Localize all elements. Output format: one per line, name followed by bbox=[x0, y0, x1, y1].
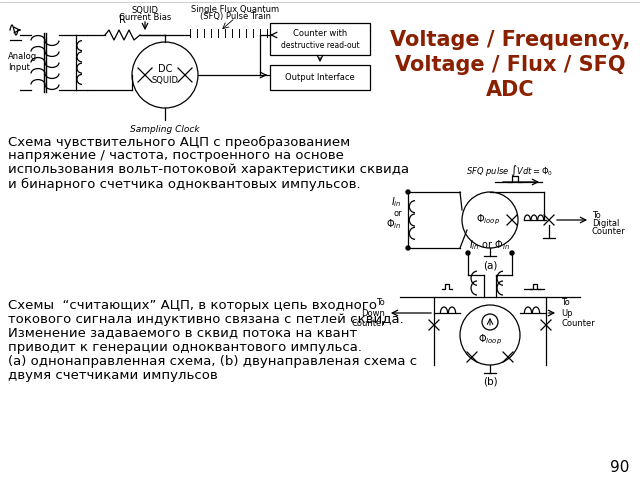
Text: напряжение / частота, построенного на основе: напряжение / частота, построенного на ос… bbox=[8, 149, 344, 163]
Circle shape bbox=[406, 246, 410, 250]
Text: Analog
Input: Analog Input bbox=[8, 52, 37, 72]
Text: R: R bbox=[118, 15, 125, 25]
Text: $\Phi_{loop}$: $\Phi_{loop}$ bbox=[478, 333, 502, 347]
Circle shape bbox=[466, 251, 470, 255]
Text: (a): (a) bbox=[483, 261, 497, 271]
Text: ADC: ADC bbox=[486, 80, 534, 100]
Text: двумя счетчиками импульсов: двумя счетчиками импульсов bbox=[8, 369, 218, 382]
Text: Sampling Clock: Sampling Clock bbox=[130, 125, 200, 134]
Text: $I_{in}$ or $\Phi_{in}$: $I_{in}$ or $\Phi_{in}$ bbox=[470, 238, 511, 252]
Text: Изменение задаваемого в сквид потока на квант: Изменение задаваемого в сквид потока на … bbox=[8, 326, 357, 339]
Text: SQUID: SQUID bbox=[131, 5, 159, 14]
Text: Voltage / Frequency,: Voltage / Frequency, bbox=[390, 30, 630, 50]
Circle shape bbox=[510, 251, 514, 255]
Text: SFQ pulse $\int Vdt = \Phi_0$: SFQ pulse $\int Vdt = \Phi_0$ bbox=[467, 163, 554, 178]
Text: Схема чувствительного АЦП с преобразованием: Схема чувствительного АЦП с преобразован… bbox=[8, 135, 350, 148]
FancyBboxPatch shape bbox=[270, 23, 370, 55]
Text: or: or bbox=[394, 208, 402, 217]
Text: To
Down
Counter: To Down Counter bbox=[351, 298, 385, 328]
Text: Схемы  “считающих” АЦП, в которых цепь входного: Схемы “считающих” АЦП, в которых цепь вх… bbox=[8, 299, 377, 312]
Text: Voltage / Flux / SFQ: Voltage / Flux / SFQ bbox=[395, 55, 625, 75]
Text: Output Interface: Output Interface bbox=[285, 73, 355, 82]
Text: (SFQ) Pulse Train: (SFQ) Pulse Train bbox=[200, 12, 271, 22]
Text: DC: DC bbox=[158, 64, 172, 74]
Text: Single Flux Quantum: Single Flux Quantum bbox=[191, 5, 279, 14]
Text: $\Phi_{in}$: $\Phi_{in}$ bbox=[387, 217, 402, 231]
Text: To
Up
Counter: To Up Counter bbox=[561, 298, 595, 328]
Text: (b): (b) bbox=[483, 376, 497, 386]
Text: Current Bias: Current Bias bbox=[119, 12, 171, 22]
Text: destructive read-out: destructive read-out bbox=[281, 40, 359, 49]
Circle shape bbox=[406, 190, 410, 194]
Text: SQUID: SQUID bbox=[152, 75, 179, 84]
Text: Counter with: Counter with bbox=[293, 28, 347, 37]
Text: использования вольт-потоковой характеристики сквида: использования вольт-потоковой характерис… bbox=[8, 164, 409, 177]
Text: Digital: Digital bbox=[592, 218, 620, 228]
Text: токового сигнала индуктивно связана с петлей сквида.: токового сигнала индуктивно связана с пе… bbox=[8, 312, 404, 325]
Text: и бинарного счетчика одноквантовых импульсов.: и бинарного счетчика одноквантовых импул… bbox=[8, 178, 360, 191]
Text: Counter: Counter bbox=[592, 227, 626, 236]
Text: $I_{in}$: $I_{in}$ bbox=[392, 195, 402, 209]
Text: приводит к генерации одноквантового импульса.: приводит к генерации одноквантового импу… bbox=[8, 340, 362, 353]
Text: 90: 90 bbox=[611, 460, 630, 476]
FancyBboxPatch shape bbox=[270, 65, 370, 90]
Text: (a) однонаправленная схема, (b) двунаправленая схема с: (a) однонаправленная схема, (b) двунапра… bbox=[8, 355, 417, 368]
Text: $\Phi_{loop}$: $\Phi_{loop}$ bbox=[476, 213, 500, 227]
Text: To: To bbox=[592, 211, 601, 219]
